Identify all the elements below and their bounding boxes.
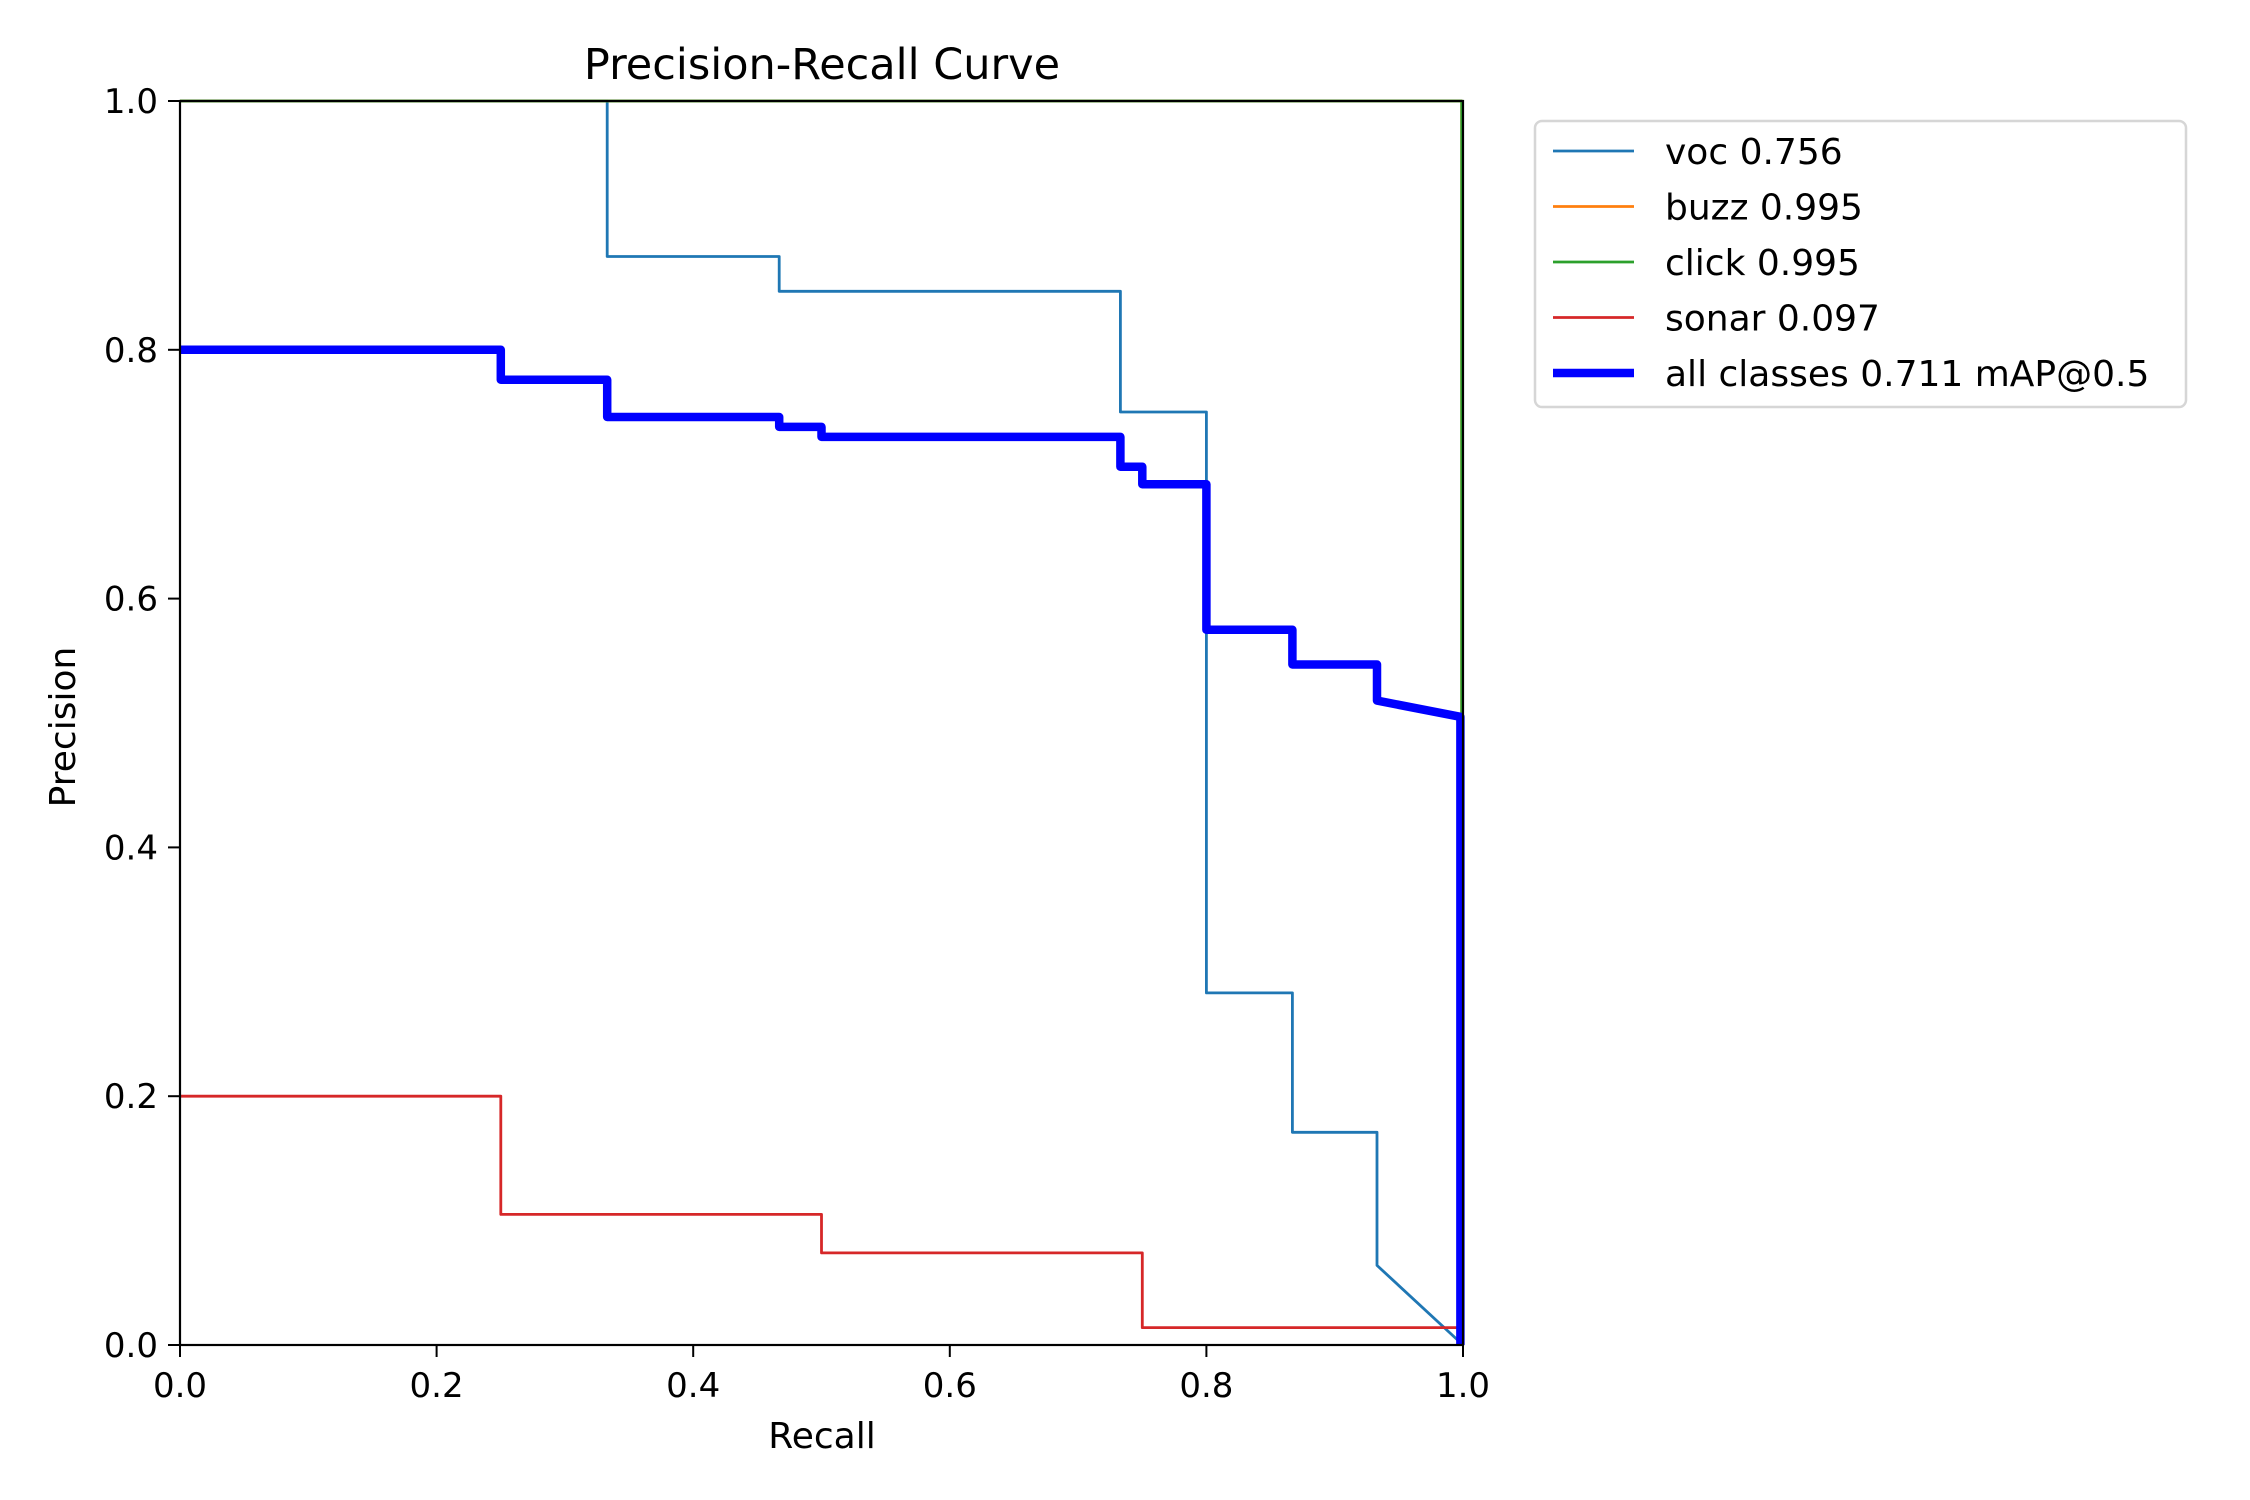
x-tick-label: 0.2 — [410, 1366, 464, 1406]
plot-area — [178, 99, 1465, 1347]
legend-entry-click: click 0.995 — [1553, 243, 1860, 284]
legend: voc 0.756 buzz 0.995 click 0.995 sonar 0.09… — [1533, 119, 2188, 409]
series-line-all-classes — [180, 345, 1465, 1345]
x-axis: 0.0 0.2 0.4 0.6 0.8 1.0 — [153, 1345, 1490, 1406]
legend-label: all classes 0.711 mAP@0.5 — [1665, 354, 2149, 395]
legend-label: sonar 0.097 — [1665, 299, 1880, 340]
legend-entry-voc: voc 0.756 — [1553, 132, 1843, 173]
x-axis-label: Recall — [768, 1416, 875, 1457]
series-line-sonar — [180, 1094, 1463, 1329]
chart-title: Precision-Recall Curve — [584, 40, 1060, 90]
legend-entry-all-classes: all classes 0.711 mAP@0.5 — [1553, 354, 2149, 395]
y-tick-label: 1.0 — [104, 82, 158, 122]
x-tick-label: 1.0 — [1436, 1366, 1490, 1406]
legend-items: voc 0.756 buzz 0.995 click 0.995 sonar 0.09… — [1553, 132, 2149, 395]
y-tick-label: 0.6 — [104, 580, 158, 620]
legend-frame — [1533, 119, 2188, 409]
legend-entry-buzz: buzz 0.995 — [1553, 188, 1863, 229]
legend-label: buzz 0.995 — [1665, 188, 1863, 229]
axes-frame — [178, 99, 1465, 1347]
y-axis-label: Precision — [43, 647, 84, 808]
x-tick-label: 0.4 — [666, 1366, 720, 1406]
axes-background — [180, 101, 1463, 1345]
legend-label: click 0.995 — [1665, 243, 1860, 284]
x-tick-label: 0.8 — [1179, 1366, 1233, 1406]
x-tick-label: 0.0 — [153, 1366, 207, 1406]
y-tick-label: 0.4 — [104, 828, 158, 868]
y-tick-label: 0.2 — [104, 1077, 158, 1117]
x-tick-label: 0.6 — [923, 1366, 977, 1406]
legend-entry-sonar: sonar 0.097 — [1553, 299, 1880, 340]
legend-label: voc 0.756 — [1665, 132, 1843, 173]
y-axis: 0.0 0.2 0.4 0.6 0.8 1.0 — [104, 82, 180, 1366]
y-tick-label: 0.8 — [104, 331, 158, 371]
series-line-voc — [180, 99, 1464, 1347]
y-tick-label: 0.0 — [104, 1326, 158, 1366]
